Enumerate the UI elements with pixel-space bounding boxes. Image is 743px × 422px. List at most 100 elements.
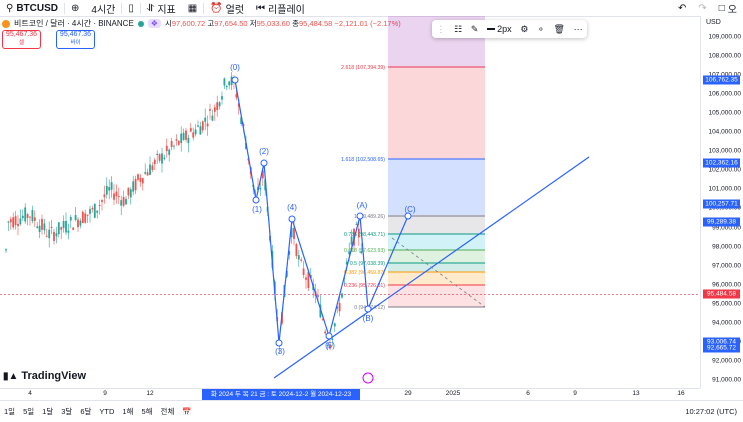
indicators-button[interactable]: ⥯ 지표 [141, 0, 182, 16]
fib-level-label: 0.5 (97,038.39) [350, 261, 385, 267]
wave-handle [231, 76, 239, 84]
range-1m[interactable]: 1달 [42, 407, 54, 416]
interval-button[interactable]: 4시간 [85, 0, 121, 16]
wave-handle [364, 305, 372, 313]
range-ytd[interactable]: YTD [99, 407, 115, 416]
candle-body [209, 109, 211, 111]
clock[interactable]: 10:27:02 (UTC) [685, 407, 737, 416]
candle-body [319, 304, 322, 318]
price-tick: 96,000.00 [712, 281, 741, 289]
price-tick: 99,000.00 [712, 224, 741, 231]
range-1y[interactable]: 1해 [122, 407, 134, 416]
time-tick: 6 [526, 390, 530, 397]
currency-label: USD [706, 19, 721, 26]
candle-body [324, 331, 327, 334]
template-icon[interactable]: ☷ [454, 23, 463, 34]
undo-button[interactable]: ↶ [672, 0, 692, 16]
candle-body [194, 129, 197, 135]
settings-gear-icon[interactable]: ⚙ [520, 23, 529, 34]
candle-body [228, 81, 231, 86]
candle-body [113, 193, 115, 200]
add-symbol-button[interactable]: ⊕ [65, 0, 85, 16]
sell-button[interactable]: 95,467.36 셀 [2, 30, 41, 49]
candle-body [129, 189, 132, 198]
more-icon[interactable]: ⋯ [573, 23, 583, 34]
candle-body [33, 217, 36, 221]
price-tick: 102,000.00 [708, 166, 741, 174]
time-tick: 12 [146, 390, 154, 397]
templates-button[interactable]: ▦ [182, 0, 203, 16]
chart-type-button[interactable]: ▯ [122, 0, 140, 16]
redo-button[interactable]: ↷ [692, 0, 712, 16]
symbol-search[interactable]: ⚲ BTCUSD [0, 0, 64, 16]
price-label: 102,362.16 [703, 158, 740, 168]
top-toolbar: ⚲ BTCUSD ⊕ 4시간 ▯ ⥯ 지표 ▦ ⏰ 얼럿 ⏮ 리플레이 ↶ ↷ … [0, 0, 743, 17]
buy-button[interactable]: 95,467.36 바이 [56, 30, 95, 49]
candle-body [132, 181, 135, 192]
range-1d[interactable]: 1일 [4, 407, 16, 416]
replay-button[interactable]: ⏮ 리플레이 [250, 0, 311, 16]
price-scale[interactable]: USD 109,000.00 108,000.00 107,000.00 106,00… [700, 16, 743, 388]
interval-label: 4시간 [91, 4, 116, 16]
layout-button[interactable]: □ 오 [713, 0, 743, 16]
grid-icon: ▦ [187, 2, 198, 14]
candle-body [12, 217, 15, 228]
wave-handle [288, 215, 296, 223]
price-tick: 97,000.00 [712, 262, 741, 270]
wave-handle [275, 339, 283, 347]
elliott-correction-wave [328, 215, 409, 337]
candle-body [69, 216, 72, 221]
pencil-icon[interactable]: ✎ [470, 23, 479, 34]
divider [64, 2, 65, 14]
candle-body [288, 251, 291, 255]
candle-body [62, 220, 65, 229]
candle-body [261, 170, 264, 179]
candle-body [187, 137, 190, 144]
candle-body [153, 159, 156, 165]
candle-body [185, 130, 187, 140]
alarm-icon: ⏰ [210, 2, 223, 14]
candle-body [168, 149, 171, 155]
candle-body [41, 218, 43, 230]
data-badge-icon[interactable]: ❖ [147, 19, 161, 28]
market-open-icon [137, 20, 144, 27]
range-all[interactable]: 전체 [160, 407, 175, 416]
trash-icon[interactable]: 🗑 [553, 23, 565, 34]
wave-label: (2) [259, 147, 269, 156]
chart-canvas[interactable]: 2.618 (107,394.39) 1.618 (102,508.65) 1 (9… [0, 16, 700, 388]
go-to-date-icon[interactable]: 📅 [182, 407, 192, 416]
indicators-label: 지표 [157, 4, 176, 16]
candle-body [36, 226, 39, 228]
price-tick: 107,000.00 [708, 72, 741, 79]
replay-icon: ⏮ [256, 2, 266, 14]
candle-body [24, 207, 27, 222]
wave-label: (3) [275, 347, 285, 356]
price-tick: 103,000.00 [708, 147, 741, 155]
range-5d[interactable]: 5일 [23, 407, 35, 416]
range-3m[interactable]: 3달 [61, 407, 73, 416]
time-selection: 화 2024 두 목 21 금 : 토 2024-12-2 월 2024-12-… [202, 389, 360, 409]
range-5y[interactable]: 5해 [141, 407, 153, 416]
lock-icon[interactable]: ⚬ [537, 23, 545, 34]
candle-body [17, 223, 19, 227]
price-label: 93,006.74 [703, 337, 740, 347]
drag-handle-icon[interactable]: ⋮ [436, 23, 446, 34]
candle-body [338, 302, 341, 312]
candle-body [182, 132, 185, 140]
candle-body [225, 86, 228, 88]
candle-body [151, 165, 154, 170]
candle-body [295, 244, 298, 256]
line-width-button[interactable]: 2px [487, 24, 512, 34]
candle-body [355, 224, 358, 225]
ohlc-values: 시97,600.72 고97,654.50 저95,033.60 종95,484… [164, 19, 401, 28]
candle-body [240, 117, 243, 124]
wave-handle [356, 212, 364, 220]
time-scale[interactable]: 화 2024 두 목 21 금 : 토 2024-12-2 월 2024-12-… [0, 388, 700, 409]
range-6m[interactable]: 6달 [80, 407, 92, 416]
candle-body [91, 208, 94, 210]
alert-button[interactable]: ⏰ 얼럿 [204, 0, 250, 16]
projection-line [391, 237, 486, 308]
change-value: −2,121.01 (−2.17%) [334, 19, 401, 28]
candle-body [180, 133, 183, 143]
price-label: 92,665.72 [703, 343, 740, 353]
